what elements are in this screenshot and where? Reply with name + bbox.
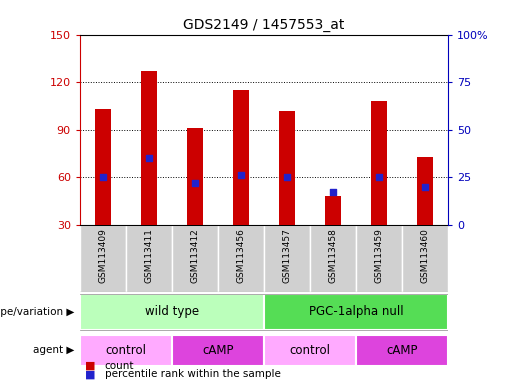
Bar <box>356 335 448 366</box>
Text: GSM113412: GSM113412 <box>191 228 199 283</box>
Bar <box>264 335 356 366</box>
Text: agent ▶: agent ▶ <box>33 345 75 356</box>
Text: GSM113457: GSM113457 <box>282 228 291 283</box>
Text: GSM113459: GSM113459 <box>374 228 384 283</box>
Bar <box>141 71 157 225</box>
Bar <box>356 225 402 292</box>
Bar <box>187 128 203 225</box>
Title: GDS2149 / 1457553_at: GDS2149 / 1457553_at <box>183 18 345 32</box>
Bar <box>402 225 448 292</box>
Bar <box>95 109 111 225</box>
Text: GSM113409: GSM113409 <box>98 228 107 283</box>
Bar <box>172 335 264 366</box>
Bar <box>325 196 341 225</box>
Text: cAMP: cAMP <box>386 344 418 357</box>
Bar <box>371 101 387 225</box>
Text: wild type: wild type <box>145 306 199 318</box>
Text: GSM113458: GSM113458 <box>329 228 337 283</box>
Text: percentile rank within the sample: percentile rank within the sample <box>105 369 281 379</box>
Point <box>145 155 153 161</box>
Point <box>375 174 383 180</box>
Bar <box>310 225 356 292</box>
Bar <box>172 225 218 292</box>
Point <box>237 172 245 178</box>
Text: count: count <box>105 361 134 371</box>
Bar <box>80 335 172 366</box>
Bar <box>264 225 310 292</box>
Text: GSM113411: GSM113411 <box>144 228 153 283</box>
Point <box>191 180 199 186</box>
Text: ■: ■ <box>85 369 95 379</box>
Bar <box>417 157 433 225</box>
Text: cAMP: cAMP <box>202 344 234 357</box>
Text: genotype/variation ▶: genotype/variation ▶ <box>0 307 75 317</box>
Text: control: control <box>289 344 331 357</box>
Point <box>329 189 337 195</box>
Point <box>99 174 107 180</box>
Text: control: control <box>106 344 146 357</box>
Bar <box>218 225 264 292</box>
Point <box>283 174 291 180</box>
Bar <box>80 294 264 330</box>
Text: GSM113456: GSM113456 <box>236 228 246 283</box>
Text: PGC-1alpha null: PGC-1alpha null <box>308 306 403 318</box>
Bar <box>264 294 448 330</box>
Bar <box>279 111 295 225</box>
Text: GSM113460: GSM113460 <box>421 228 430 283</box>
Bar <box>233 90 249 225</box>
Text: ■: ■ <box>85 361 95 371</box>
Point <box>421 184 429 190</box>
Bar <box>126 225 172 292</box>
Bar <box>80 225 126 292</box>
